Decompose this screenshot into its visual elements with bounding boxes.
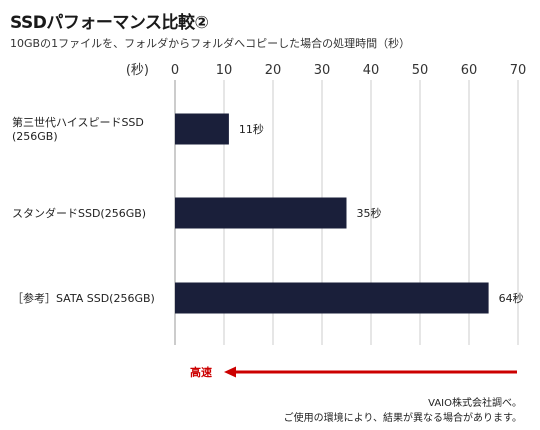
tick-label: 30 [314, 63, 331, 78]
value-label: 64秒 [499, 291, 524, 305]
source-note: VAIO株式会社調べ。 [428, 398, 522, 409]
tick-label: 70 [510, 63, 527, 78]
tick-label: 0 [171, 63, 179, 78]
bar [175, 197, 347, 229]
tick-label: 40 [363, 63, 380, 78]
chart-subtitle: 10GBの1ファイルを、フォルダからフォルダへコピーした場合の処理時間（秒） [10, 37, 411, 50]
category-label: 第三世代ハイスピードSSD [12, 115, 144, 129]
value-label: 11秒 [239, 122, 264, 136]
category-label: ［参考］SATA SSD(256GB) [12, 291, 155, 305]
tick-label: 20 [265, 63, 282, 78]
bar [175, 282, 489, 314]
faster-arrow-head [224, 366, 236, 378]
value-label: 35秒 [357, 206, 382, 220]
chart-title: SSDパフォーマンス比較② [10, 13, 209, 33]
category-label: スタンダードSSD(256GB) [12, 206, 146, 220]
axis-unit-label: (秒) [126, 63, 149, 78]
faster-label: 高速 [190, 365, 212, 379]
tick-label: 50 [412, 63, 429, 78]
disclaimer-note: ご使用の環境により、結果が異なる場合があります。 [283, 413, 522, 424]
tick-label: 10 [216, 63, 233, 78]
category-label: (256GB) [12, 130, 58, 143]
bar [175, 113, 229, 145]
tick-label: 60 [461, 63, 478, 78]
